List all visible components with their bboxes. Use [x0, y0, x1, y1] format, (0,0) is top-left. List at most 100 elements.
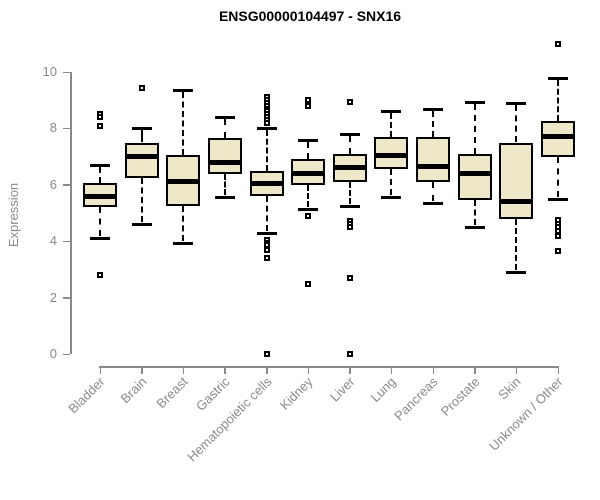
y-tick-label: 0: [49, 346, 57, 361]
whisker-upper-prostate: [473, 103, 476, 154]
x-tick-prostate: [474, 367, 476, 374]
whisker-lower-liver: [348, 181, 351, 204]
x-tick-bladder: [99, 367, 101, 374]
whisker-cap-bottom-brain: [131, 223, 152, 227]
whisker-lower-pancreas: [432, 181, 435, 202]
median-kidney: [293, 171, 324, 177]
whisker-cap-bottom-pancreas: [423, 202, 444, 206]
whisker-upper-skin: [515, 105, 518, 143]
y-tick-label: 8: [49, 120, 57, 136]
median-skin: [501, 199, 532, 205]
whisker-lower-skin: [515, 218, 518, 271]
whisker-upper-pancreas: [432, 110, 435, 137]
outlier-liver: [346, 274, 353, 281]
whisker-cap-top-breast: [173, 89, 194, 93]
outlier-liver: [346, 224, 353, 231]
y-tick-label: 6: [49, 176, 57, 192]
whisker-upper-liver: [348, 136, 351, 154]
whisker-lower-bladder: [99, 207, 101, 237]
whisker-lower-gastric: [223, 173, 226, 196]
x-tick-pancreas: [432, 367, 435, 374]
x-tick-breast: [182, 367, 185, 374]
y-tick: [63, 297, 70, 299]
outlier-brain: [138, 84, 145, 91]
x-tick-gastric: [224, 367, 226, 374]
x-tick-hematopoietic-cells: [266, 367, 268, 374]
outlier-bladder: [97, 272, 103, 279]
x-tick-skin: [515, 367, 518, 374]
whisker-upper-lung: [390, 113, 393, 137]
median-prostate: [459, 171, 490, 177]
whisker-upper-hematopoietic-cells: [265, 130, 268, 171]
box-prostate: [457, 153, 492, 201]
median-lung: [376, 152, 407, 158]
median-brain: [126, 154, 157, 160]
outlier-kidney: [305, 212, 312, 219]
y-tick: [63, 353, 70, 355]
y-tick-label: 4: [49, 233, 57, 249]
box-gastric: [207, 138, 242, 174]
y-tick-label: 2: [49, 289, 57, 305]
median-unknown-other: [543, 134, 574, 140]
outlier-kidney: [305, 280, 312, 287]
x-tick-unknown-other: [557, 367, 560, 374]
whisker-lower-hematopoietic-cells: [265, 196, 268, 231]
x-tick-brain: [141, 367, 143, 374]
outlier-unknown-other: [555, 232, 562, 239]
whisker-cap-top-prostate: [464, 100, 485, 104]
chart-title: ENSG00000104497 - SNX16: [218, 8, 402, 24]
whisker-cap-top-gastric: [214, 116, 235, 120]
whisker-cap-top-kidney: [298, 138, 319, 142]
whisker-cap-top-bladder: [90, 164, 110, 168]
outlier-bladder: [97, 114, 103, 121]
whisker-cap-top-lung: [381, 110, 402, 114]
y-axis-line: [70, 72, 72, 354]
x-tick-lung: [390, 367, 393, 374]
whisker-lower-lung: [390, 169, 393, 196]
whisker-cap-bottom-gastric: [214, 196, 235, 200]
whisker-cap-top-unknown-other: [548, 76, 569, 80]
box-pancreas: [416, 136, 451, 182]
whisker-cap-bottom-breast: [173, 241, 194, 245]
whisker-cap-bottom-kidney: [298, 207, 319, 211]
whisker-cap-top-skin: [506, 102, 527, 106]
outlier-unknown-other: [555, 40, 562, 47]
y-axis-label: Expression: [6, 182, 21, 248]
whisker-upper-gastric: [223, 119, 226, 139]
box-skin: [499, 142, 534, 219]
outlier-liver: [346, 98, 353, 105]
outlier-hematopoietic-cells: [263, 246, 270, 253]
whisker-upper-unknown-other: [557, 79, 560, 122]
whisker-lower-breast: [182, 205, 185, 241]
whisker-lower-kidney: [307, 184, 310, 207]
y-tick: [63, 71, 70, 73]
whisker-lower-prostate: [473, 200, 476, 226]
outlier-kidney: [305, 97, 312, 104]
whisker-cap-bottom-skin: [506, 271, 527, 275]
whisker-cap-bottom-prostate: [464, 226, 485, 230]
median-liver: [334, 165, 365, 171]
y-tick: [63, 240, 70, 243]
x-tick-liver: [349, 367, 351, 374]
whisker-cap-bottom-bladder: [90, 237, 110, 241]
whisker-cap-bottom-unknown-other: [548, 197, 569, 201]
median-bladder: [85, 193, 115, 199]
outlier-liver: [346, 351, 353, 357]
y-tick: [63, 127, 70, 130]
median-pancreas: [418, 163, 449, 169]
outlier-kidney: [305, 102, 312, 109]
y-tick-label: 10: [42, 64, 57, 79]
outlier-hematopoietic-cells: [263, 351, 270, 357]
whisker-cap-top-brain: [131, 127, 152, 131]
whisker-cap-bottom-hematopoietic-cells: [256, 231, 277, 235]
y-tick: [63, 184, 70, 186]
whisker-upper-breast: [182, 92, 185, 156]
x-tick-kidney: [307, 367, 310, 374]
whisker-upper-brain: [140, 130, 143, 143]
whisker-upper-bladder: [99, 167, 101, 184]
whisker-lower-brain: [140, 177, 143, 223]
box-brain: [124, 142, 159, 178]
median-hematopoietic-cells: [251, 180, 282, 186]
x-axis-line: [99, 366, 560, 368]
